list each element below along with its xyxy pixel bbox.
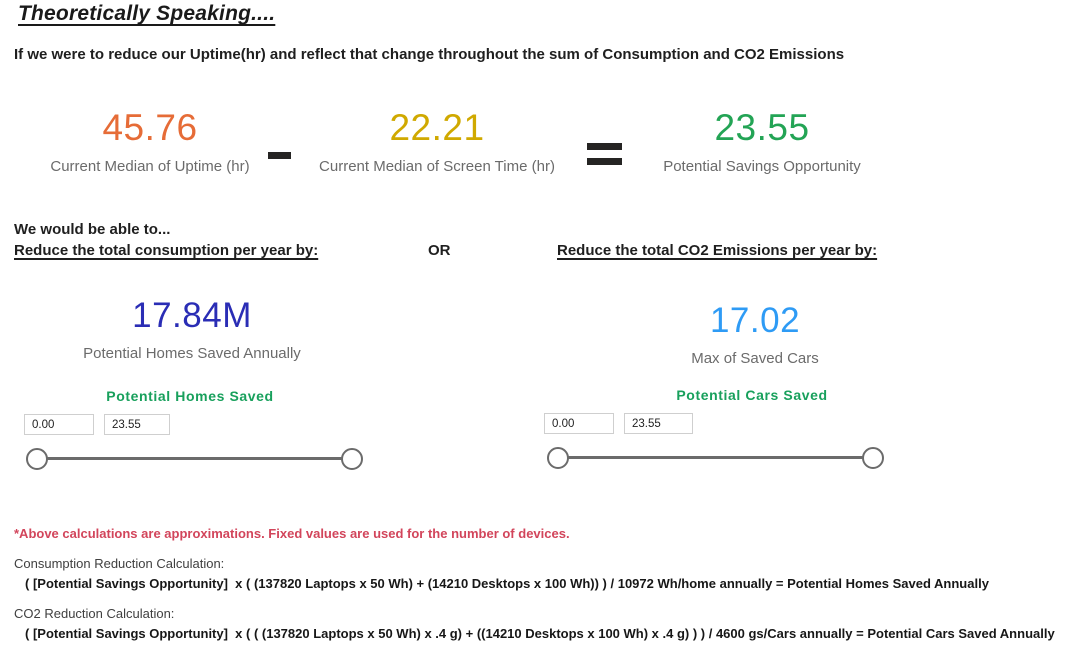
cars-range-slider[interactable] [547,446,884,470]
consumption-calc-formula: ( [Potential Savings Opportunity] x ( (1… [25,576,989,591]
kpi-card-screentime: 22.21 Current Median of Screen Time (hr) [312,106,562,175]
page-title: Theoretically Speaking.... [18,2,276,25]
cars-saved-value: 17.02 [709,301,801,340]
homes-slider-title: Potential Homes Saved [106,388,274,404]
kpi-card-uptime: 45.76 Current Median of Uptime (hr) [35,106,265,175]
homes-slider-min-input[interactable] [24,414,94,435]
or-label: OR [428,242,451,259]
homes-slider-max-input[interactable] [104,414,170,435]
minus-icon [268,152,291,159]
cars-slider-max-handle[interactable] [862,447,884,469]
homes-slider-min-handle[interactable] [26,448,48,470]
cars-saved-label: Max of Saved Cars [691,350,819,367]
savings-opportunity-value: 23.55 [714,107,810,148]
page-subtitle: If we were to reduce our Uptime(hr) and … [14,46,845,63]
screentime-median-value: 22.21 [389,107,485,148]
homes-slider-max-handle[interactable] [341,448,363,470]
uptime-median-label: Current Median of Uptime (hr) [50,158,250,175]
equals-icon [587,143,622,165]
screentime-median-label: Current Median of Screen Time (hr) [319,158,555,175]
cars-slider-min-handle[interactable] [547,447,569,469]
savings-opportunity-label: Potential Savings Opportunity [663,158,861,175]
homes-range-slider[interactable] [26,447,363,471]
approximation-disclaimer: *Above calculations are approximations. … [14,526,570,541]
kpi-card-cars-saved: 17.02 Max of Saved Cars [625,300,885,367]
cars-slider-track[interactable] [558,456,873,459]
cars-slider-min-input[interactable] [544,413,614,434]
homes-saved-value: 17.84M [132,296,252,335]
kpi-card-savings: 23.55 Potential Savings Opportunity [637,106,887,175]
homes-saved-label: Potential Homes Saved Annually [83,345,301,362]
homes-slider-track[interactable] [37,457,352,460]
co2-option-heading: Reduce the total CO2 Emissions per year … [557,242,878,259]
intro-text: We would be able to... [14,221,171,238]
equals-bar-top [587,143,622,150]
cars-slider-max-input[interactable] [624,413,693,434]
consumption-calc-label: Consumption Reduction Calculation: [14,556,225,571]
co2-calc-label: CO2 Reduction Calculation: [14,606,175,621]
equals-bar-bottom [587,158,622,165]
consumption-option-heading: Reduce the total consumption per year by… [14,242,319,259]
uptime-median-value: 45.76 [102,107,198,148]
co2-calc-formula: ( [Potential Savings Opportunity] x ( ( … [25,626,1055,641]
kpi-card-homes-saved: 17.84M Potential Homes Saved Annually [62,295,322,362]
cars-slider-title: Potential Cars Saved [676,387,828,403]
